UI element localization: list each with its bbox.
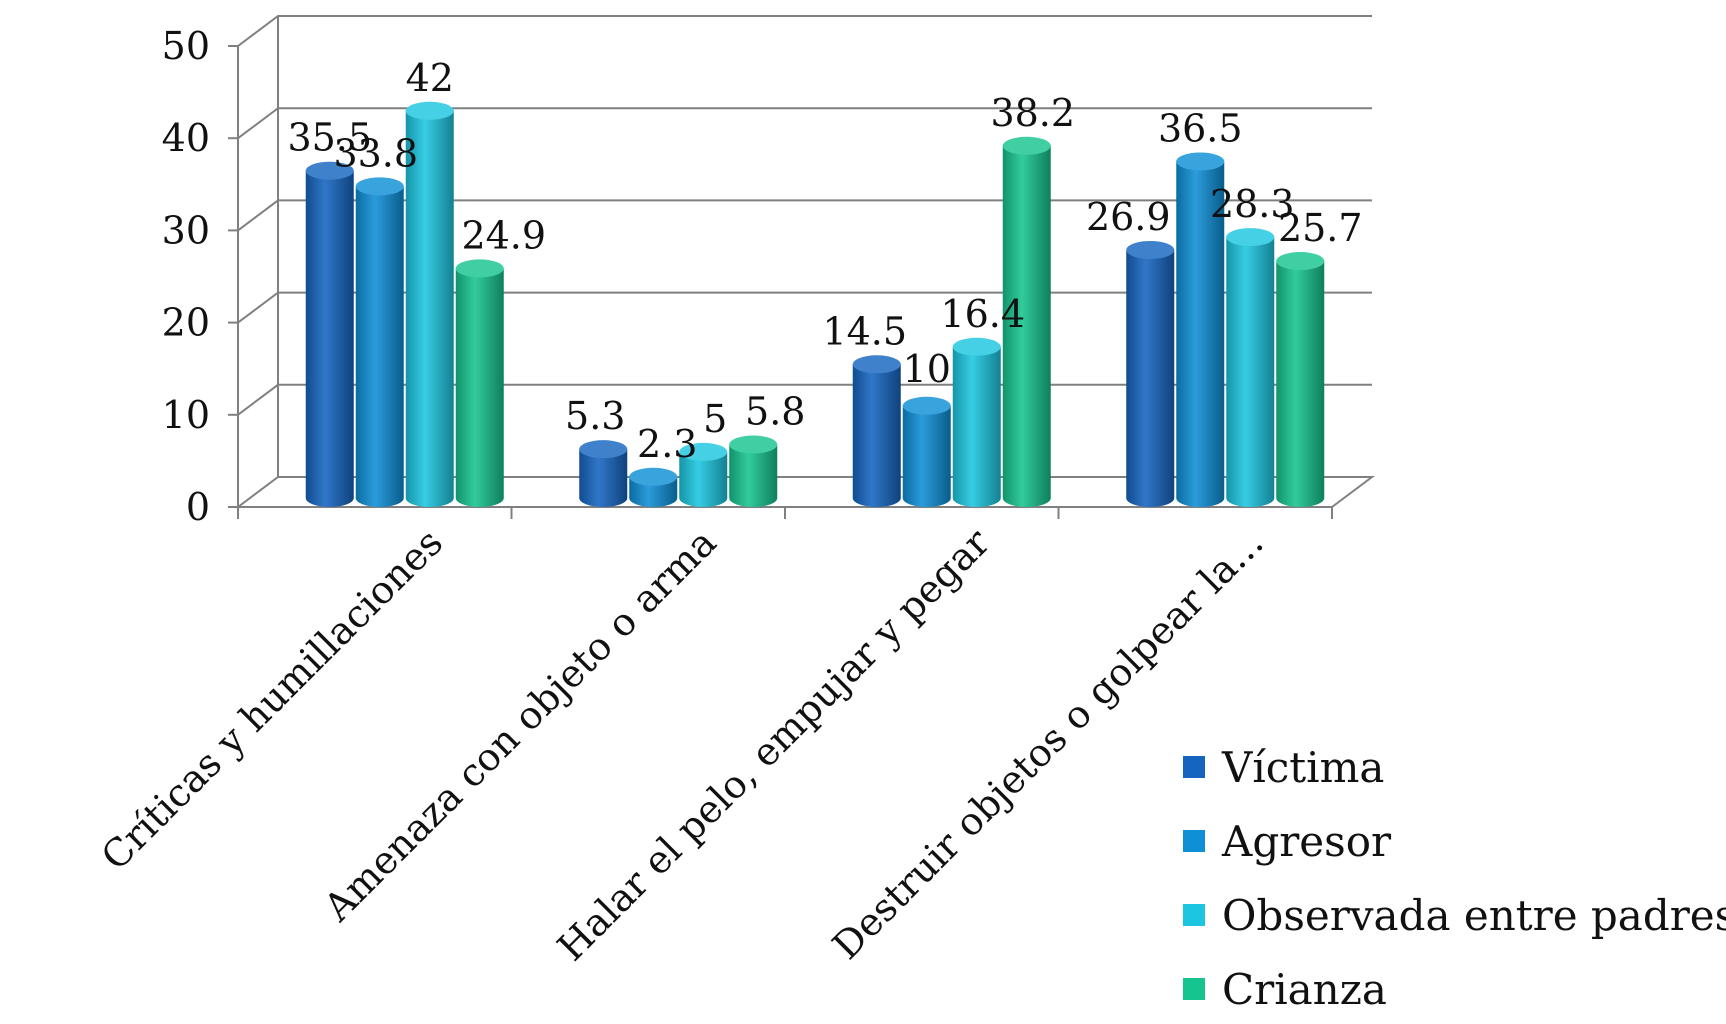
y-tick-label: 40 — [162, 116, 210, 160]
bar-top — [579, 440, 628, 459]
legend-label: Víctima — [1221, 743, 1384, 792]
legend-swatch — [1183, 904, 1205, 926]
legend-label: Agresor — [1221, 817, 1392, 866]
data-label: 14.5 — [822, 309, 907, 353]
data-label: 10 — [903, 347, 951, 391]
data-label: 5.8 — [745, 390, 805, 434]
category-label: Halar el pelo, empujar y pegar — [549, 520, 999, 970]
data-label: 26.9 — [1086, 195, 1171, 239]
bar-top — [405, 101, 454, 120]
data-label: 25.7 — [1278, 206, 1363, 250]
data-label: 28.3 — [1210, 182, 1295, 226]
bar-body — [305, 170, 354, 507]
data-label: 5.3 — [565, 394, 625, 438]
bar — [1126, 240, 1175, 507]
bar — [952, 337, 1001, 507]
y-tick-label: 50 — [162, 24, 210, 68]
bar — [1002, 136, 1051, 507]
gridline — [237, 15, 1372, 47]
bar-top — [1276, 252, 1325, 271]
bar-body — [679, 451, 728, 507]
bar — [729, 435, 778, 507]
bar-top — [729, 435, 778, 454]
bar-top — [902, 396, 951, 415]
bar — [902, 396, 951, 507]
data-labels: 35.533.8 42 24.9 5.3 2.35 5.8 14.510 16.4 38.2 26… — [287, 56, 1362, 466]
bar-top — [1226, 228, 1275, 247]
x-axis — [237, 506, 1333, 519]
bar — [1176, 152, 1225, 507]
bar-body — [902, 405, 951, 507]
bar-body — [952, 346, 1001, 507]
data-label: 38.2 — [990, 91, 1075, 135]
bar-top — [852, 355, 901, 374]
gridline — [237, 107, 1372, 139]
bar-body — [1126, 249, 1175, 507]
bars — [305, 101, 1325, 507]
legend-swatch — [1183, 978, 1205, 1000]
bar-top — [629, 467, 678, 486]
bar-top — [355, 177, 404, 196]
bar — [1276, 252, 1325, 507]
bar-body — [455, 268, 504, 507]
chart-walls — [237, 16, 1375, 508]
category-label: Destruir objetos o golpear la... — [824, 520, 1272, 968]
gridlines — [237, 15, 1372, 416]
legend-swatch — [1183, 756, 1205, 778]
bar-top — [1002, 136, 1051, 155]
legend: Víctima Agresor Observada entre padres Cria… — [1183, 743, 1726, 1014]
bar-body — [729, 444, 778, 507]
bar-body — [1002, 145, 1051, 507]
legend-swatch — [1183, 830, 1205, 852]
y-axis: 0 10 20 30 40 50 — [162, 24, 239, 529]
bar-top — [305, 161, 354, 180]
data-label: 24.9 — [461, 213, 546, 257]
y-tick-label: 10 — [162, 393, 210, 437]
bar — [1226, 228, 1275, 507]
bar-body — [405, 110, 454, 507]
data-label: 33.8 — [333, 131, 418, 175]
data-label: 36.5 — [1158, 106, 1243, 150]
bar-body — [852, 364, 901, 507]
bar-body — [1176, 161, 1225, 507]
bar — [852, 355, 901, 507]
legend-label: Crianza — [1222, 965, 1387, 1014]
data-label: 42 — [406, 56, 454, 100]
y-tick-label: 20 — [162, 301, 210, 345]
bar — [579, 440, 628, 507]
bar-body — [1276, 261, 1325, 507]
data-label: 35.5 — [287, 116, 372, 160]
bar-body — [1226, 237, 1275, 507]
bar — [629, 467, 678, 507]
bar-top — [679, 442, 728, 461]
bar-body — [355, 186, 404, 507]
bar — [455, 259, 504, 507]
bar-top — [1126, 240, 1175, 259]
bar — [355, 177, 404, 507]
bar — [405, 101, 454, 507]
y-tick-label: 30 — [162, 208, 210, 252]
bar-top — [952, 337, 1001, 356]
bar-top — [1176, 152, 1225, 171]
bar-body — [579, 449, 628, 507]
bar — [679, 442, 728, 507]
bar-top — [455, 259, 504, 278]
bar — [305, 161, 354, 507]
legend-label: Observada entre padres — [1222, 891, 1726, 940]
data-label: 16.4 — [940, 292, 1025, 336]
data-label: 2.3 — [637, 422, 697, 466]
data-label: 5 — [703, 397, 727, 441]
y-tick-label: 0 — [186, 485, 210, 529]
